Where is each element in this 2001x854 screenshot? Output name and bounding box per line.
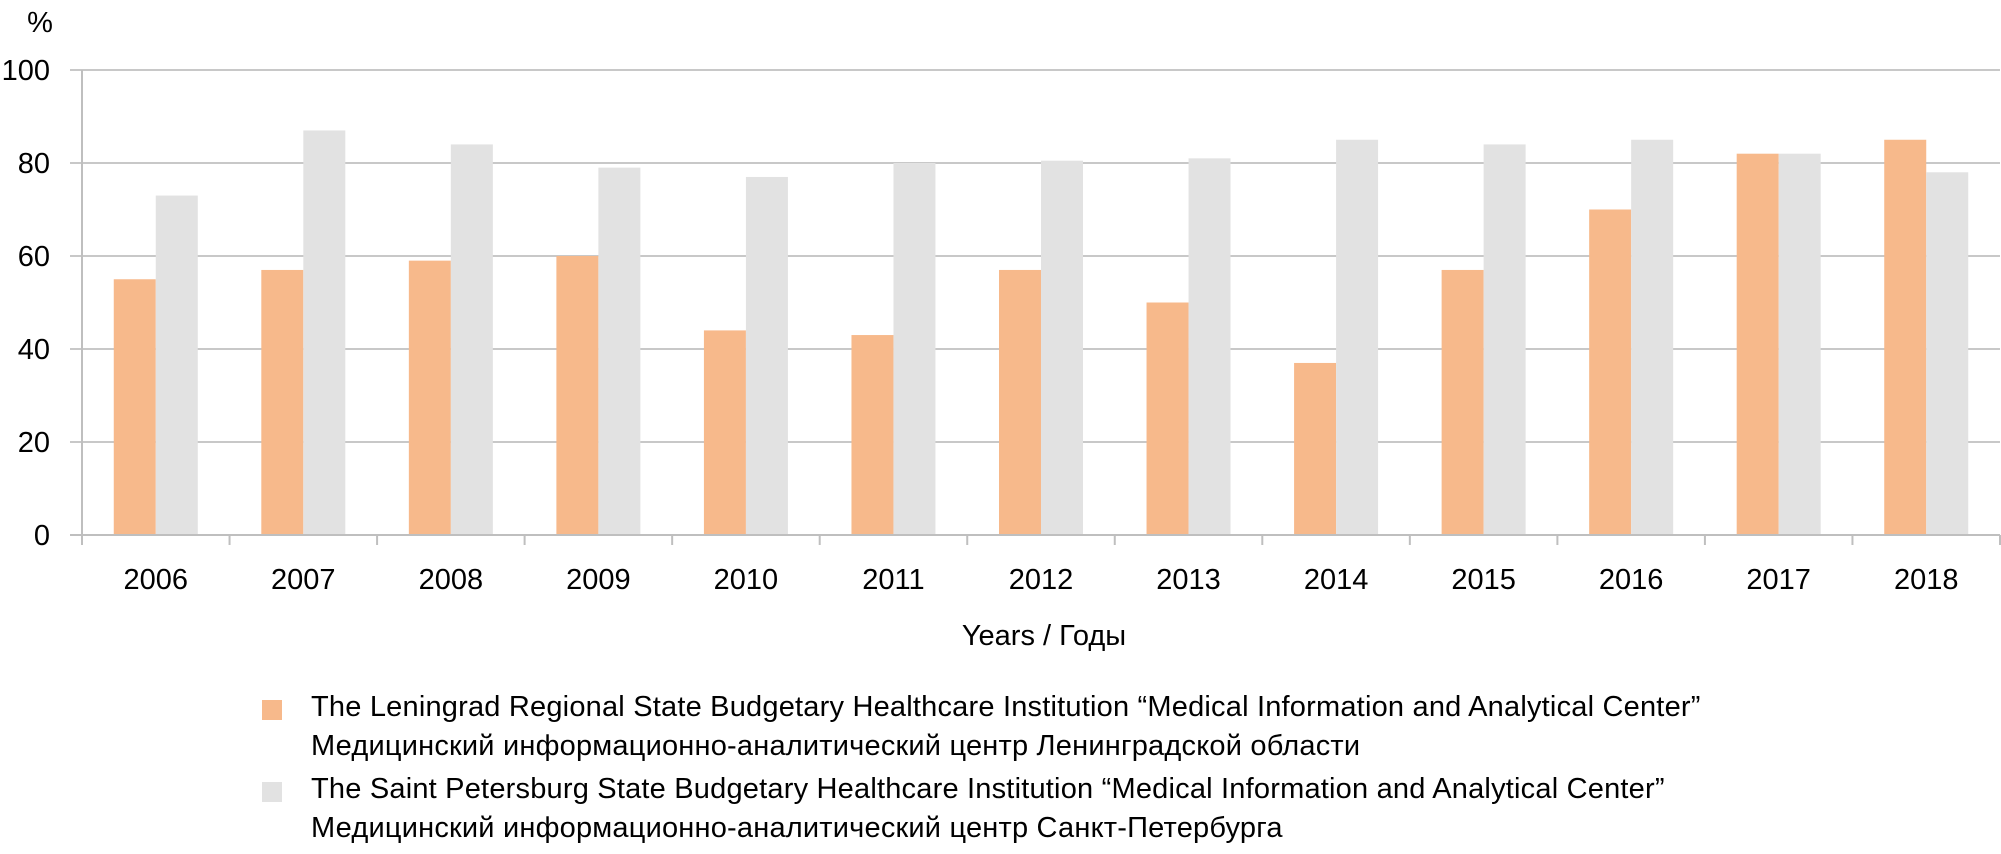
x-tick-label: 2006 <box>124 564 189 596</box>
legend-swatch-saint-petersburg <box>262 782 282 802</box>
bar-saint-petersburg-2009 <box>598 167 641 535</box>
bar-saint-petersburg-2008 <box>450 144 493 535</box>
bar-leningrad-2015 <box>1441 269 1484 535</box>
x-tick-label: 2008 <box>419 564 484 596</box>
y-tick-label: 100 <box>2 55 50 87</box>
bar-leningrad-2010 <box>703 330 746 535</box>
bar-leningrad-2008 <box>408 260 451 535</box>
bar-saint-petersburg-2015 <box>1483 144 1526 535</box>
bar-leningrad-2006 <box>113 279 156 535</box>
y-axis-ticks: 0 20 40 60 80 100 <box>2 55 50 552</box>
x-tick-label: 2017 <box>1746 564 1811 596</box>
x-tick-label: 2013 <box>1156 564 1221 596</box>
bar-saint-petersburg-2016 <box>1631 139 1674 535</box>
legend-label-en: The Saint Petersburg State Budgetary Hea… <box>311 773 1665 805</box>
x-axis: 2006 2007 2008 2009 2010 2011 2012 2013 2014 2015… <box>70 70 2001 596</box>
x-tick-label: 2016 <box>1599 564 1664 596</box>
bar-saint-petersburg-2007 <box>303 130 346 535</box>
x-tick-label: 2010 <box>714 564 779 596</box>
bar-leningrad-2018 <box>1884 139 1927 535</box>
bar-leningrad-2016 <box>1589 209 1632 535</box>
y-tick-label: 60 <box>18 241 50 273</box>
y-tick-label: 80 <box>18 148 50 180</box>
bar-leningrad-2014 <box>1294 362 1337 535</box>
y-tick-label: 40 <box>18 334 50 366</box>
bar-leningrad-2012 <box>999 269 1041 535</box>
legend-label-ru: Медицинский информационно-аналитический … <box>311 730 1361 762</box>
bar-saint-petersburg-2018 <box>1926 172 1969 536</box>
bar-saint-petersburg-2010 <box>745 176 788 535</box>
legend: The Leningrad Regional State Budgetary H… <box>262 688 1701 852</box>
y-tick-label: 0 <box>34 520 50 552</box>
x-tick-label: 2012 <box>1009 564 1074 596</box>
bar-leningrad-2009 <box>556 256 599 535</box>
x-tick-label: 2007 <box>271 564 336 596</box>
x-tick-label: 2011 <box>862 564 924 596</box>
y-tick-label: 20 <box>18 427 50 459</box>
legend-label-en: The Leningrad Regional State Budgetary H… <box>311 691 1701 723</box>
bars <box>113 130 1969 536</box>
bar-leningrad-2017 <box>1736 153 1779 535</box>
bar-saint-petersburg-2017 <box>1778 153 1821 535</box>
x-tick-label: 2015 <box>1451 564 1516 596</box>
legend-item-leningrad: The Leningrad Regional State Budgetary H… <box>262 688 1701 766</box>
bar-saint-petersburg-2012 <box>1041 160 1083 536</box>
bar-saint-petersburg-2011 <box>893 163 936 535</box>
x-tick-label: 2014 <box>1304 564 1369 596</box>
bar-leningrad-2007 <box>261 269 304 535</box>
bar-saint-petersburg-2006 <box>155 195 198 536</box>
bar-leningrad-2013 <box>1146 302 1189 535</box>
bar-saint-petersburg-2014 <box>1336 139 1379 535</box>
x-tick-label: 2009 <box>566 564 631 596</box>
x-tick-label: 2018 <box>1894 564 1959 596</box>
bar-leningrad-2011 <box>851 335 894 535</box>
legend-swatch-leningrad <box>262 700 282 720</box>
bar-saint-petersburg-2013 <box>1188 158 1231 535</box>
y-axis-unit-label: % <box>27 7 53 39</box>
legend-item-saint-petersburg: The Saint Petersburg State Budgetary Hea… <box>262 770 1701 848</box>
x-axis-title: Years / Годы <box>962 620 1126 652</box>
legend-label-ru: Медицинский информационно-аналитический … <box>311 812 1283 844</box>
